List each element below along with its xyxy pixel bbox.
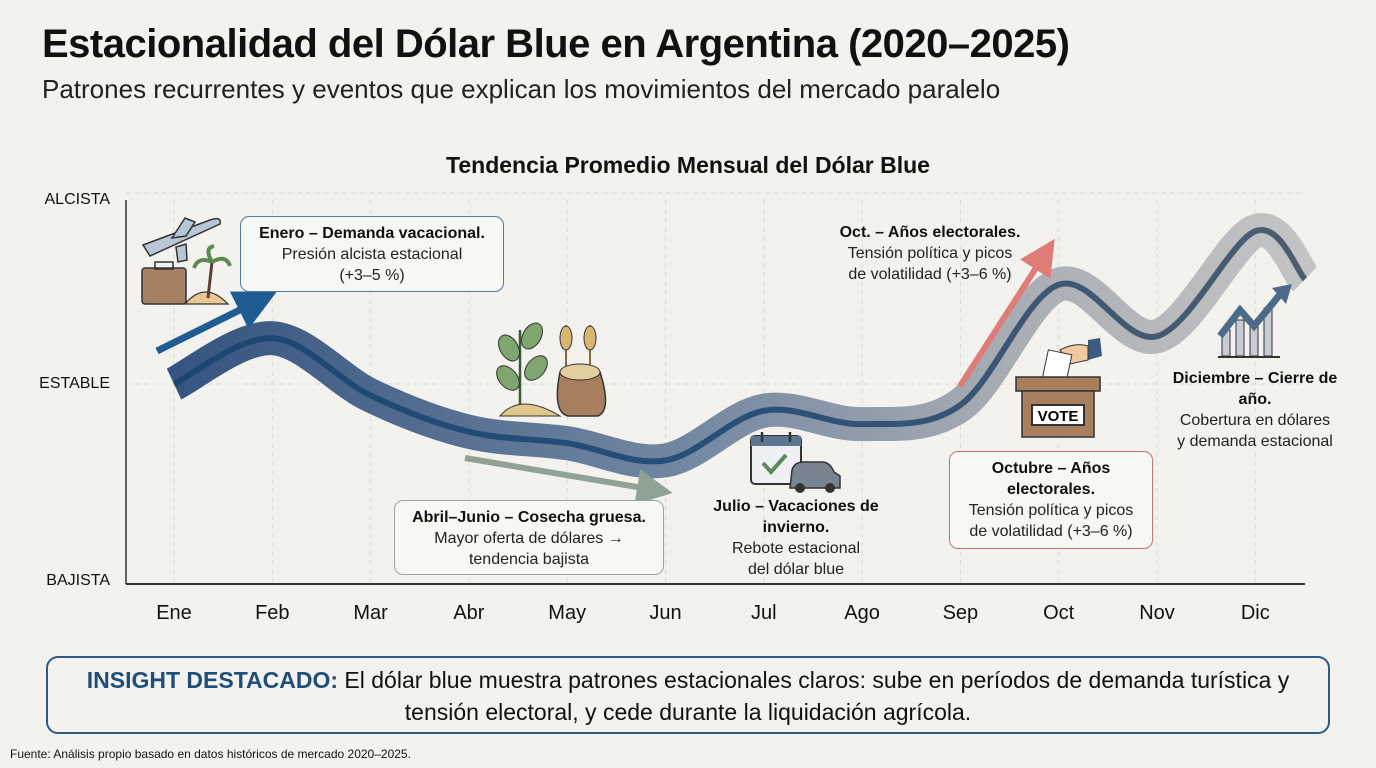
annotation-title: Julio – Vacaciones de invierno.: [713, 498, 879, 536]
uptrend-arrow-january: [155, 291, 277, 355]
annotation-december: Diciembre – Cierre de año. Cobertura en …: [1160, 368, 1350, 452]
annotation-text: (+3–5 %): [339, 267, 405, 284]
annotation-text: de volatilidad (+3–6 %): [848, 266, 1012, 283]
x-tick-label: Ene: [156, 602, 192, 624]
page-subtitle: Patrones recurrentes y eventos que expli…: [42, 74, 1001, 104]
chart-plot: Ene Feb Mar Abr May Jun Jul Ago Sep Oct Nov Dic: [125, 192, 1319, 624]
x-tick-label: Dic: [1241, 602, 1270, 624]
uptrend-arrow-october: [957, 238, 1055, 388]
insight-label: INSIGHT DESTACADO:: [86, 667, 339, 693]
annotation-text: Tensión política y picos: [847, 245, 1013, 262]
chart-title: Tendencia Promedio Mensual del Dólar Blu…: [446, 152, 930, 178]
x-tick-label: Jul: [751, 602, 777, 624]
x-tick-label: Abr: [453, 602, 484, 624]
annotation-harvest: Abril–Junio – Cosecha gruesa. Mayor ofer…: [394, 500, 664, 575]
growth-chart-icon: [1217, 284, 1292, 358]
airplane-suitcase-palm-icon: [141, 217, 232, 305]
annotation-title: Oct. – Años electorales.: [839, 224, 1021, 241]
calendar-car-icon: [750, 432, 841, 493]
y-tick-bajista: BAJISTA: [46, 572, 110, 589]
annotation-text: y demanda estacional: [1177, 433, 1333, 450]
y-tick-estable: ESTABLE: [39, 375, 110, 392]
annotation-january: Enero – Demanda vacacional. Presión alci…: [240, 216, 504, 292]
annotation-text: Cobertura en dólares: [1179, 412, 1331, 429]
vote-label: VOTE: [1038, 408, 1079, 425]
annotation-text: Rebote estacional: [731, 540, 861, 557]
annotation-text: de volatilidad (+3–6 %): [969, 523, 1133, 540]
annotation-text: Tensión política y picos: [968, 502, 1134, 519]
x-tick-label: Feb: [255, 602, 289, 624]
downtrend-arrow-harvest: [464, 455, 673, 505]
annotation-october-top: Oct. – Años electorales. Tensión polític…: [820, 222, 1040, 285]
x-tick-label: Ago: [844, 602, 880, 624]
x-tick-label: Oct: [1043, 602, 1075, 624]
plant-wheat-sack-icon: [496, 322, 607, 417]
annotation-july: Julio – Vacaciones de invierno. Rebote e…: [706, 496, 886, 580]
x-tick-label: Jun: [649, 602, 681, 624]
x-tick-label: May: [548, 602, 586, 624]
annotation-text: Presión alcista estacional: [281, 246, 463, 263]
x-tick-label: Nov: [1139, 602, 1175, 624]
annotation-text: Mayor oferta de dólares →: [434, 530, 624, 547]
y-tick-alcista: ALCISTA: [44, 191, 111, 208]
annotation-title: Octubre – Años electorales.: [991, 460, 1111, 498]
annotation-text: del dólar blue: [747, 561, 845, 578]
annotation-text: tendencia bajista: [468, 551, 590, 568]
page-title: Estacionalidad del Dólar Blue en Argenti…: [42, 22, 1070, 66]
trend-line: [172, 227, 1308, 465]
ballot-box-icon: VOTE: [1015, 338, 1102, 438]
annotation-october: Octubre – Años electorales. Tensión polí…: [949, 451, 1153, 549]
annotation-title: Enero – Demanda vacacional.: [259, 225, 485, 242]
x-tick-label: Mar: [353, 602, 388, 624]
insight-box: INSIGHT DESTACADO: El dólar blue muestra…: [46, 656, 1330, 734]
source-footer: Fuente: Análisis propio basado en datos …: [10, 747, 411, 761]
x-tick-label: Sep: [943, 602, 979, 624]
insight-text: El dólar blue muestra patrones estaciona…: [344, 667, 1290, 725]
annotation-title: Abril–Junio – Cosecha gruesa.: [412, 509, 646, 526]
annotation-title: Diciembre – Cierre de año.: [1172, 370, 1338, 408]
